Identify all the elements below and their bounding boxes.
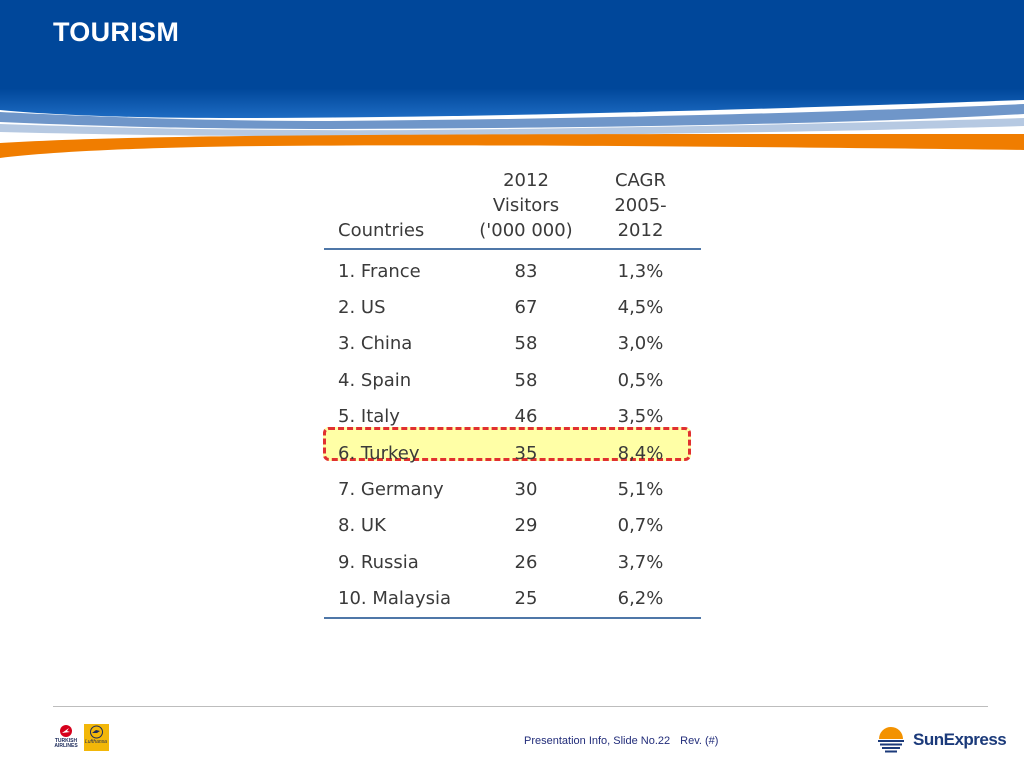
header-line: Visitors bbox=[492, 195, 560, 216]
table-row: 4. Spain 58 0,5% bbox=[324, 362, 701, 398]
cagr-cell: 5,1% bbox=[617, 479, 664, 501]
country-cell: 1. France bbox=[338, 260, 421, 282]
presentation-info: Presentation Info, Slide No.22 bbox=[524, 735, 671, 747]
visitors-cell: 58 bbox=[514, 333, 538, 355]
header-line: ('000 000) bbox=[479, 220, 573, 241]
header-line: CAGR bbox=[614, 170, 667, 191]
lufthansa-logo: Lufthansa bbox=[84, 724, 109, 751]
visitors-cell: 35 bbox=[514, 442, 538, 464]
cagr-cell: 3,5% bbox=[617, 406, 664, 428]
cagr-cell: 1,3% bbox=[617, 260, 664, 282]
lufthansa-crane-icon bbox=[90, 725, 103, 739]
header-banner: TOURISM bbox=[0, 0, 1024, 165]
country-cell: 10. Malaysia bbox=[338, 588, 452, 610]
highlight-turkey-row bbox=[323, 427, 691, 461]
country-cell: 8. UK bbox=[338, 515, 386, 537]
slide-title: TOURISM bbox=[53, 17, 180, 47]
header-visitors: 2012 Visitors ('000 000) bbox=[472, 168, 580, 249]
footer-divider bbox=[53, 706, 988, 707]
country-cell: 9. Russia bbox=[338, 551, 419, 573]
tourism-table: Countries 2012 Visitors ('000 000) CAGR … bbox=[324, 168, 701, 619]
visitors-cell: 46 bbox=[514, 406, 538, 428]
header-line: Countries bbox=[338, 220, 425, 241]
header-waves bbox=[0, 0, 1024, 158]
footer-info: Presentation Info, Slide No.22 Rev. (#) bbox=[524, 735, 718, 747]
cagr-cell: 3,0% bbox=[617, 333, 664, 355]
header-line: 2012 bbox=[503, 170, 549, 191]
table-row: 5. Italy 46 3,5% bbox=[324, 399, 701, 435]
table-row-highlighted: 6. Turkey 35 8,4% bbox=[324, 435, 701, 471]
revision: Rev. (#) bbox=[680, 735, 719, 747]
country-cell: 5. Italy bbox=[338, 406, 400, 428]
visitors-cell: 83 bbox=[514, 260, 538, 282]
country-cell: 7. Germany bbox=[338, 479, 444, 501]
cagr-cell: 6,2% bbox=[617, 588, 664, 610]
sunexpress-logo: SunExpress bbox=[876, 724, 1007, 754]
turkish-airlines-logo: TURKISH AIRLINES bbox=[52, 724, 80, 750]
visitors-cell: 29 bbox=[514, 515, 538, 537]
lufthansa-text: Lufthansa bbox=[85, 739, 107, 745]
country-cell: 4. Spain bbox=[338, 369, 412, 391]
table-row: 1. France 83 1,3% bbox=[324, 249, 701, 289]
country-cell: 6. Turkey bbox=[338, 442, 420, 464]
table-row: 7. Germany 30 5,1% bbox=[324, 471, 701, 507]
table-row: 3. China 58 3,0% bbox=[324, 326, 701, 362]
table-row: 9. Russia 26 3,7% bbox=[324, 544, 701, 580]
visitors-cell: 58 bbox=[514, 369, 538, 391]
country-cell: 3. China bbox=[338, 333, 413, 355]
tourism-table-container: Countries 2012 Visitors ('000 000) CAGR … bbox=[324, 168, 701, 619]
cagr-cell: 8,4% bbox=[617, 442, 664, 464]
visitors-cell: 25 bbox=[514, 588, 538, 610]
cagr-cell: 4,5% bbox=[617, 297, 664, 319]
turkish-airlines-icon bbox=[60, 725, 72, 737]
header-line: 2005- bbox=[614, 195, 667, 216]
table-row: 8. UK 29 0,7% bbox=[324, 508, 701, 544]
table-row: 10. Malaysia 25 6,2% bbox=[324, 581, 701, 618]
sunexpress-sun-icon bbox=[878, 727, 904, 753]
visitors-cell: 26 bbox=[514, 551, 538, 573]
sunexpress-text: SunExpress bbox=[913, 730, 1007, 749]
cagr-cell: 3,7% bbox=[617, 551, 664, 573]
turkish-airlines-text: TURKISH AIRLINES bbox=[54, 738, 78, 749]
visitors-cell: 30 bbox=[514, 479, 538, 501]
visitors-cell: 67 bbox=[514, 297, 538, 319]
table-row: 2. US 67 4,5% bbox=[324, 289, 701, 325]
header-cagr: CAGR 2005- 2012 bbox=[580, 168, 701, 249]
cagr-cell: 0,5% bbox=[617, 369, 664, 391]
country-cell: 2. US bbox=[338, 297, 386, 319]
cagr-cell: 0,7% bbox=[617, 515, 664, 537]
table-header-row: Countries 2012 Visitors ('000 000) CAGR … bbox=[324, 168, 701, 249]
header-line: 2012 bbox=[617, 220, 664, 241]
header-countries: Countries bbox=[324, 168, 472, 249]
